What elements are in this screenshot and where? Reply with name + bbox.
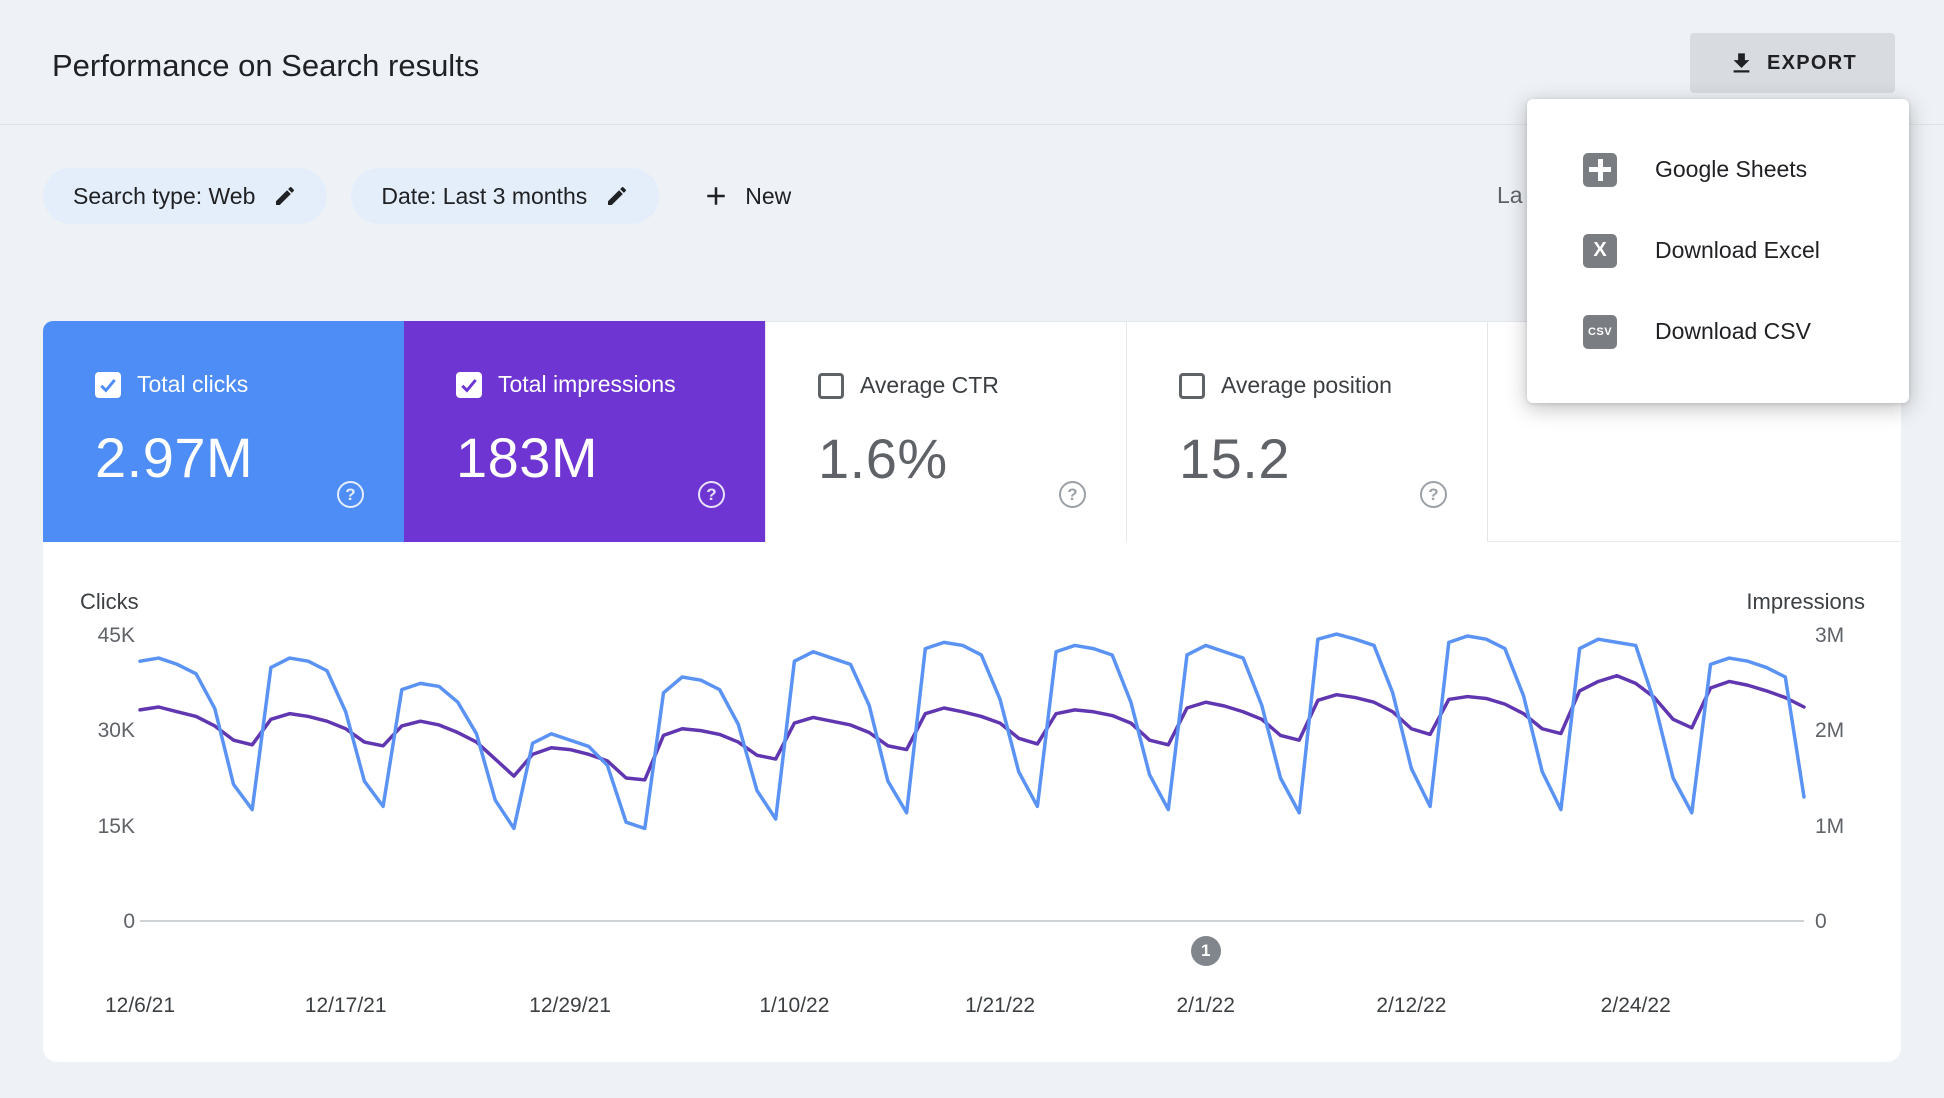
new-filter-label: New: [745, 182, 792, 209]
chart-canvas: [138, 632, 1806, 831]
y-axis-label: 30K: [97, 719, 135, 742]
csv-icon-glyph: CSV: [1587, 325, 1613, 338]
date-range-chip[interactable]: Date: Last 3 months: [351, 168, 660, 224]
metric-cards-row: Total clicks 2.97M ? Total impressions 1…: [43, 321, 1901, 542]
check-icon: [461, 378, 477, 393]
performance-card: Total clicks 2.97M ? Total impressions 1…: [43, 321, 1901, 1062]
menu-item-label: Download CSV: [1655, 318, 1811, 344]
page-title: Performance on Search results: [52, 48, 480, 83]
performance-chart[interactable]: [138, 632, 1806, 922]
menu-item-label: Download Excel: [1655, 237, 1820, 263]
menu-item-download-csv[interactable]: CSV Download CSV: [1527, 291, 1909, 372]
help-icon[interactable]: ?: [1420, 481, 1447, 508]
chart-marker-badge[interactable]: 1: [1190, 936, 1221, 966]
excel-icon-glyph: X: [1593, 239, 1607, 261]
edit-icon[interactable]: [605, 184, 629, 208]
average-ctr-checkbox[interactable]: [818, 372, 844, 399]
last-updated-text-truncated: La: [1497, 182, 1523, 208]
help-icon[interactable]: ?: [337, 481, 364, 508]
new-filter-button[interactable]: New: [701, 181, 791, 211]
average-position-checkbox[interactable]: [1179, 372, 1205, 399]
x-axis-label: 12/29/21: [529, 994, 611, 1017]
x-axis-label: 12/17/21: [304, 994, 387, 1017]
menu-item-google-sheets[interactable]: Google Sheets: [1527, 129, 1909, 210]
x-axis-label: 2/24/22: [1600, 994, 1671, 1017]
total-impressions-label: Total impressions: [498, 371, 676, 397]
x-axis-label: 2/12/22: [1376, 994, 1447, 1017]
export-dropdown-menu: Google Sheets X Download Excel CSV Downl…: [1527, 99, 1909, 403]
date-range-chip-label: Date: Last 3 months: [381, 182, 588, 209]
total-impressions-value: 183M: [456, 426, 599, 489]
menu-item-download-excel[interactable]: X Download Excel: [1527, 210, 1909, 291]
average-position-card[interactable]: Average position 15.2 ?: [1126, 321, 1487, 542]
search-type-chip[interactable]: Search type: Web: [43, 168, 328, 224]
average-ctr-label: Average CTR: [860, 372, 999, 398]
left-axis-title: Clicks: [80, 589, 139, 614]
y-axis-label: 0: [1815, 910, 1827, 933]
y-axis-label: 2M: [1815, 719, 1845, 742]
average-position-label: Average position: [1221, 372, 1392, 398]
help-icon[interactable]: ?: [1059, 481, 1086, 508]
menu-item-label: Google Sheets: [1655, 156, 1808, 182]
header-divider: [0, 124, 1944, 125]
total-clicks-checkbox[interactable]: [95, 371, 121, 398]
x-axis-label: 1/10/22: [759, 994, 830, 1017]
average-position-value: 15.2: [1179, 427, 1290, 490]
average-ctr-value: 1.6%: [818, 427, 948, 490]
total-impressions-checkbox[interactable]: [456, 371, 482, 398]
export-button-label: EXPORT: [1766, 51, 1858, 74]
y-axis-label: 15K: [97, 815, 135, 838]
total-clicks-card[interactable]: Total clicks 2.97M ?: [43, 321, 404, 542]
google-sheets-icon: [1583, 152, 1617, 187]
x-axis-label: 1/21/22: [964, 994, 1036, 1017]
excel-icon: X: [1583, 233, 1617, 268]
x-axis: 12/6/21 12/17/21 12/29/21 1/10/22 1/21/2…: [105, 994, 1804, 1020]
download-icon: [1733, 52, 1750, 72]
right-axis-title: Impressions: [1746, 589, 1865, 614]
average-ctr-card[interactable]: Average CTR 1.6% ?: [765, 321, 1126, 542]
y-axis-label: 0: [123, 910, 135, 933]
filter-bar: Search type: Web Date: Last 3 months New: [43, 168, 791, 224]
clicks-line: [138, 632, 1806, 831]
plus-icon: [707, 187, 725, 205]
chart-annotation-strip: 1: [140, 936, 1804, 966]
x-axis-label: 12/6/21: [104, 994, 176, 1017]
x-axis-label: 2/1/22: [1176, 994, 1235, 1017]
check-icon: [100, 378, 116, 393]
y-axis-label: 3M: [1815, 624, 1845, 647]
help-icon[interactable]: ?: [698, 481, 725, 508]
edit-icon[interactable]: [273, 184, 297, 208]
total-clicks-label: Total clicks: [137, 371, 249, 397]
total-clicks-value: 2.97M: [95, 426, 254, 489]
impressions-line: [138, 673, 1806, 782]
search-type-chip-label: Search type: Web: [73, 182, 256, 209]
csv-icon: CSV: [1583, 314, 1617, 349]
y-axis-label: 45K: [97, 624, 135, 647]
y-axis-label: 1M: [1815, 815, 1845, 838]
export-button[interactable]: EXPORT: [1690, 33, 1895, 93]
total-impressions-card[interactable]: Total impressions 183M ?: [404, 321, 765, 542]
